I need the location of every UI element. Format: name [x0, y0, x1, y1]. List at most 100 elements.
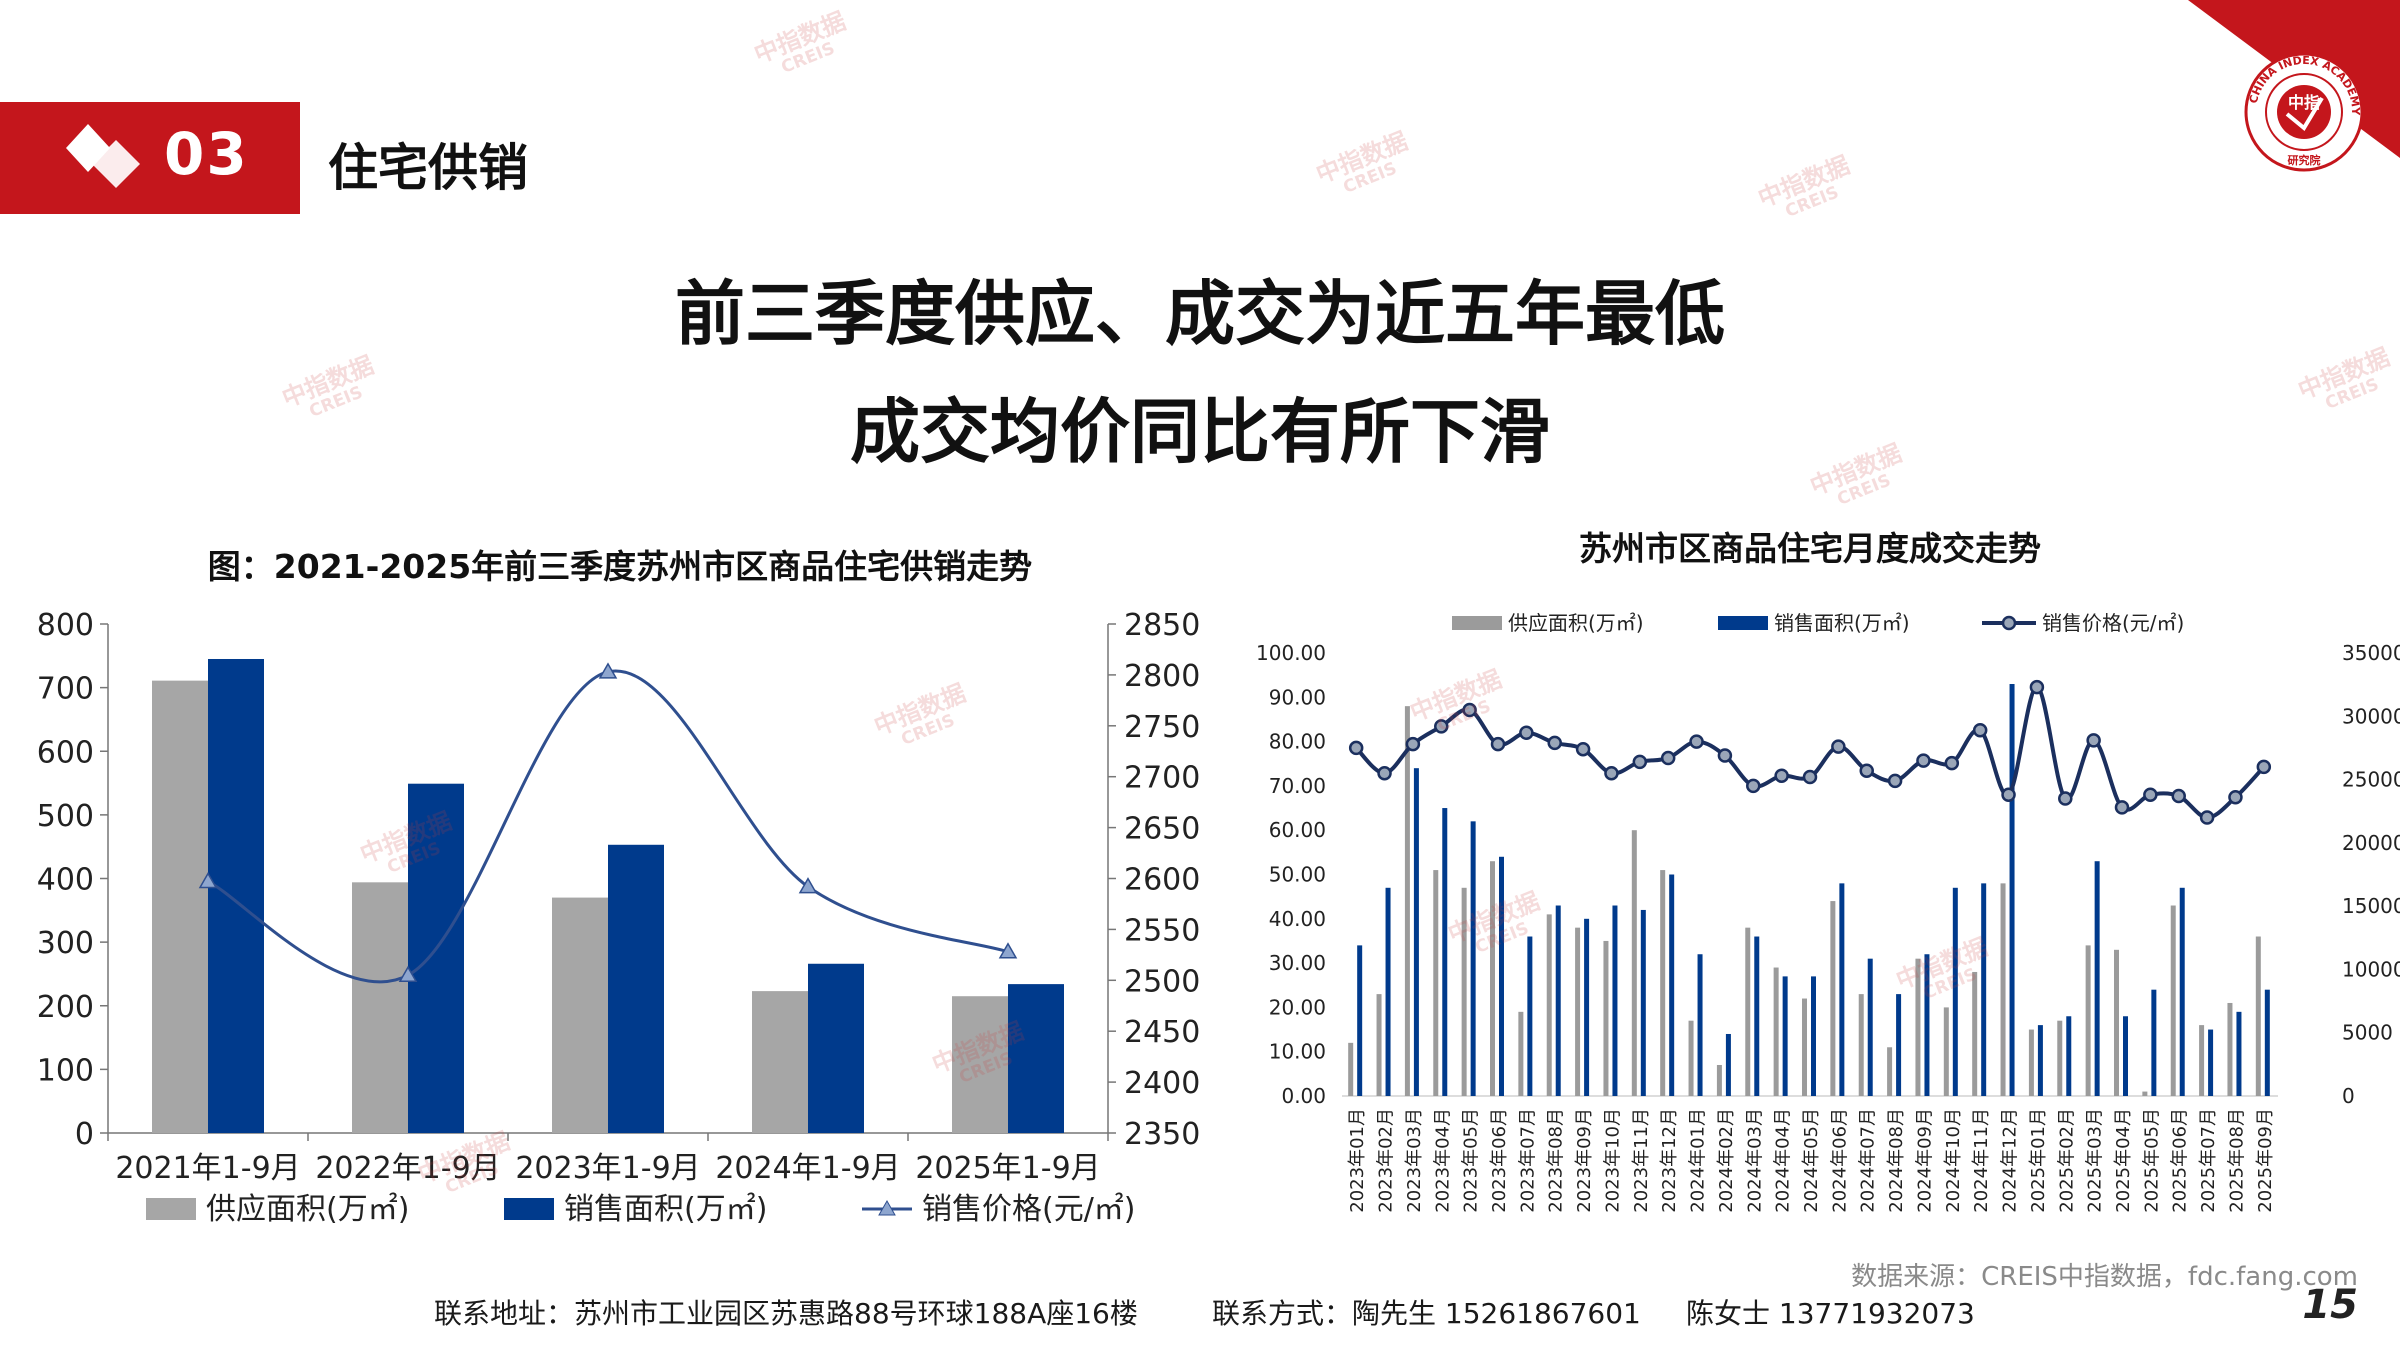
supply-bar [2028, 1029, 2034, 1096]
price-point [1632, 754, 1648, 770]
y-right-tick-label: 10000 [2342, 957, 2400, 981]
supply-bar [1972, 971, 1978, 1096]
supply-bar [1716, 1064, 1722, 1096]
price-point [1519, 725, 1534, 740]
x-tick-label: 2025年09月 [2255, 1108, 2276, 1213]
y-left-tick-label: 50.00 [1269, 863, 1326, 887]
y-left-tick-label: 70.00 [1269, 774, 1326, 798]
legend-label-sales: 销售面积(万㎡) [564, 1192, 767, 1227]
headline-line-1: 前三季度供应、成交为近五年最低 [675, 273, 1725, 355]
sales-bar [2236, 1011, 2242, 1096]
legend-marker-price [2001, 615, 2017, 631]
y-right-tick-label: 27000 [1124, 761, 1200, 796]
y-right-tick-label: 28500 [1124, 608, 1200, 643]
sales-bar [2066, 1016, 2072, 1096]
sales-bar [408, 783, 464, 1133]
x-tick-label: 2023年04月 [1432, 1108, 1453, 1213]
y-left-tick-label: 10.00 [1269, 1040, 1326, 1064]
price-point [1547, 735, 1562, 751]
y-right-tick-label: 24000 [1124, 1066, 1200, 1101]
sales-bar [1612, 905, 1618, 1096]
supply-bar [2199, 1025, 2205, 1096]
footer-contact: 联系方式：陶先生 15261867601 [1212, 1297, 1641, 1330]
x-tick-label: 2024年05月 [1801, 1108, 1822, 1213]
legend-label-price: 销售价格(元/㎡) [922, 1192, 1136, 1227]
supply-bar [1802, 998, 1807, 1096]
sales-bar [2009, 684, 2015, 1096]
sales-bar [1499, 856, 1504, 1096]
supply-bar [2114, 949, 2119, 1096]
y-left-tick-label: 400 [37, 863, 94, 898]
price-point [1802, 769, 1818, 785]
y-left-tick-label: 80.00 [1269, 730, 1326, 754]
supply-bar [1887, 1047, 1893, 1096]
supply-bar [1631, 830, 1637, 1096]
x-tick-label: 2023年12月 [1659, 1108, 1680, 1213]
sales-bar [1952, 887, 1958, 1096]
price-point [1434, 719, 1449, 734]
legend-marker-price [878, 1199, 896, 1216]
right-chart-title: 苏州市区商品住宅月度成交走势 [1579, 529, 2041, 568]
section-title: 住宅供销 [328, 139, 528, 197]
price-point [2114, 800, 2130, 815]
price-point [998, 942, 1018, 959]
x-tick-label: 2024年04月 [1773, 1108, 1794, 1213]
price-point [1944, 755, 1960, 771]
sales-bar [2037, 1025, 2043, 1096]
x-tick-label: 2025年07月 [2198, 1108, 2219, 1213]
x-tick-label: 2024年12月 [2000, 1108, 2021, 1213]
price-point [1859, 763, 1874, 778]
sales-bar [1896, 994, 1902, 1096]
legend-label-supply: 供应面积(万㎡) [206, 1192, 409, 1227]
y-left-tick-label: 0.00 [1281, 1084, 1326, 1108]
price-point [2199, 810, 2215, 825]
y-right-tick-label: 35000 [2342, 641, 2400, 665]
supply-bar [2227, 1002, 2233, 1096]
supply-bar [1518, 1011, 1524, 1096]
sales-bar [2123, 1016, 2128, 1096]
diamond-icon [66, 124, 140, 188]
supply-bar [1546, 914, 1552, 1096]
x-tick-label: 2023年06月 [1489, 1108, 1510, 1213]
sales-bar [2264, 989, 2270, 1096]
y-right-tick-label: 26000 [1124, 863, 1200, 898]
x-tick-label: 2023年03月 [1404, 1108, 1425, 1213]
sales-bar [1811, 976, 1816, 1096]
y-right-tick-label: 24500 [1124, 1015, 1200, 1050]
y-left-tick-label: 0 [75, 1117, 94, 1152]
x-tick-label: 2025年03月 [2085, 1108, 2106, 1213]
y-left-tick-label: 800 [37, 608, 94, 643]
x-tick-label: 2023年02月 [1376, 1108, 1397, 1213]
sales-bar [2208, 1029, 2214, 1096]
price-point [2058, 791, 2073, 806]
supply-bar [552, 897, 608, 1133]
price-point [1405, 736, 1421, 752]
y-right-tick-label: 25000 [1124, 964, 1200, 999]
y-right-tick-label: 25000 [2342, 768, 2400, 792]
sales-bar [808, 963, 864, 1133]
y-right-tick-label: 0 [2342, 1084, 2355, 1108]
x-tick-label: 2022年1-9月 [315, 1151, 500, 1186]
supply-bar [2255, 936, 2261, 1096]
sales-bar [1527, 936, 1533, 1096]
sales-bar [208, 658, 264, 1133]
sales-bar [1782, 976, 1788, 1096]
x-tick-label: 2024年07月 [1858, 1108, 1879, 1213]
supply-bar [1575, 927, 1581, 1096]
x-tick-label: 2024年1-9月 [715, 1151, 900, 1186]
sales-bar [1555, 905, 1561, 1096]
supply-bar [1745, 927, 1751, 1096]
x-tick-label: 2024年09月 [1914, 1108, 1935, 1213]
supply-bar [1773, 967, 1779, 1096]
price-point [1490, 736, 1506, 752]
y-right-tick-label: 15000 [2342, 894, 2400, 918]
price-point [1887, 773, 1903, 789]
supply-bar [1376, 994, 1382, 1096]
y-left-tick-label: 500 [37, 799, 94, 834]
sales-bar [1470, 821, 1476, 1096]
sales-bar [2151, 989, 2157, 1096]
supply-bar [1830, 901, 1836, 1096]
section-tag [0, 102, 300, 214]
x-tick-label: 2023年10月 [1602, 1108, 1623, 1213]
left-chart: 0 100 200 300 400 500 600 700 800 23500 24000 24500… [37, 608, 1200, 1227]
